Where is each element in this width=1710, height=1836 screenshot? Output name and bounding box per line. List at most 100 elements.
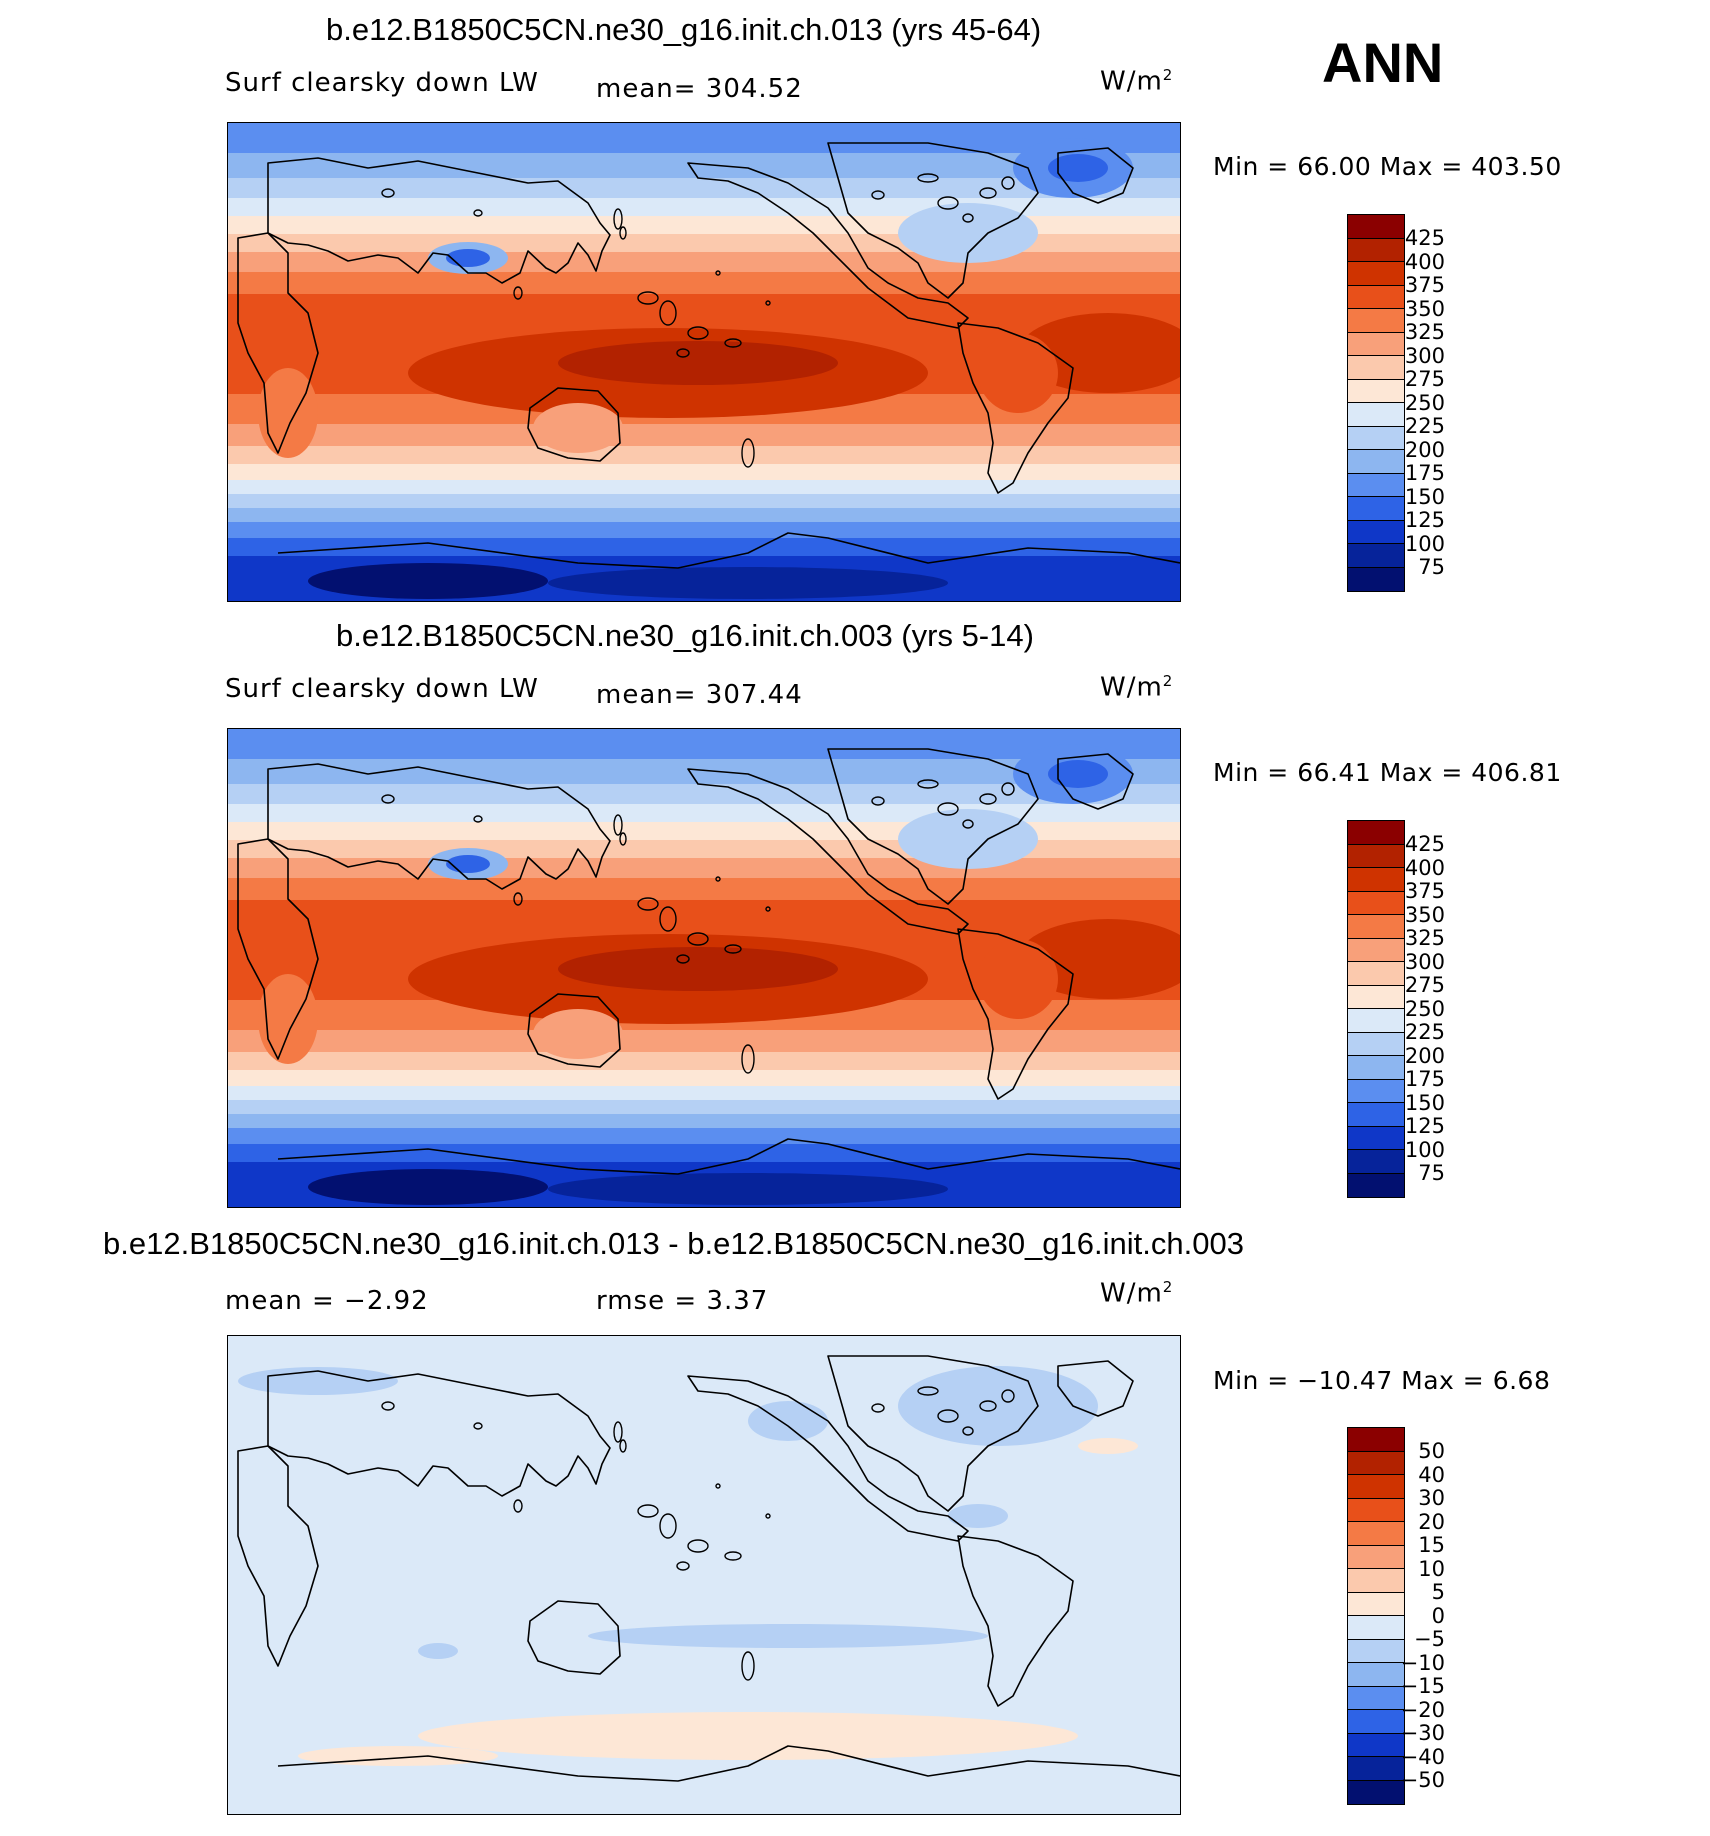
colorbar-tick-label: 10 xyxy=(1418,1556,1445,1581)
island-coastline xyxy=(613,1421,623,1443)
colorbar-tick-label: 50 xyxy=(1418,1439,1445,1463)
island-coastline xyxy=(741,1044,755,1074)
contour-band xyxy=(228,494,1180,508)
colorbar-swatch xyxy=(1348,1780,1404,1804)
negative-anomaly xyxy=(238,1367,398,1395)
coastline xyxy=(957,1535,1074,1707)
coastline xyxy=(957,322,1074,494)
colorbar-swatch xyxy=(1348,1009,1404,1033)
negative-anomaly xyxy=(588,1624,988,1648)
map-field xyxy=(228,1336,1180,1814)
tibet-cold-core xyxy=(446,855,490,873)
contour-band xyxy=(228,878,1180,900)
island-coastline xyxy=(962,213,974,223)
coastline xyxy=(957,928,1074,1100)
colorbar-swatch xyxy=(1348,1475,1404,1499)
island-coastline xyxy=(765,906,771,912)
coastline xyxy=(527,993,621,1068)
island-coastline xyxy=(659,1513,677,1539)
island-coastline xyxy=(687,932,709,946)
antarctic-cold xyxy=(548,1173,948,1205)
island-coastline xyxy=(687,1539,709,1553)
contour-band xyxy=(228,178,1180,198)
colorbar-swatch xyxy=(1348,1428,1404,1452)
colorbar-tick-label: 5 xyxy=(1431,1580,1445,1604)
colorbar-swatch xyxy=(1348,520,1404,544)
island-coastline xyxy=(513,1499,523,1513)
island-coastline xyxy=(619,226,627,240)
colorbar-tick-label: 0 xyxy=(1431,1603,1445,1628)
island-coastline xyxy=(381,188,395,198)
island-coastline xyxy=(871,1403,885,1413)
colorbar-swatch xyxy=(1348,938,1404,962)
map-panel xyxy=(227,728,1181,1208)
colorbar-swatch xyxy=(1348,215,1404,239)
island-coastline xyxy=(715,270,721,276)
colorbar-swatch xyxy=(1348,962,1404,986)
variable-label: Surf clearsky down LW xyxy=(225,674,539,704)
colorbar-swatch xyxy=(1348,821,1404,845)
contour-band xyxy=(228,1030,1180,1052)
island-coastline xyxy=(979,187,997,199)
colorbar-swatch xyxy=(1348,309,1404,333)
island-coastline xyxy=(741,1651,755,1681)
rmse-label: rmse = 3.37 xyxy=(596,1286,769,1316)
contour-band xyxy=(228,1144,1180,1162)
coastline xyxy=(527,387,621,462)
map-field xyxy=(228,123,1180,601)
negative-anomaly xyxy=(748,1401,828,1441)
contour-band xyxy=(228,252,1180,272)
coastline xyxy=(237,838,319,1060)
colorbar-tick-label: 375 xyxy=(1404,879,1445,903)
colorbar-tick-label: 100 xyxy=(1404,1137,1445,1162)
colorbar-tick-label: 175 xyxy=(1404,461,1445,485)
island-coastline xyxy=(676,348,690,358)
colorbar-swatch xyxy=(1348,1569,1404,1593)
colorbar-swatch xyxy=(1348,1686,1404,1710)
island-coastline xyxy=(613,814,623,836)
colorbar-swatch xyxy=(1348,567,1404,591)
panel-title: b.e12.B1850C5CN.ne30_g16.init.ch.013 - b… xyxy=(103,1226,1244,1261)
island-coastline xyxy=(1001,1389,1015,1403)
positive-anomaly xyxy=(1078,1438,1138,1454)
island-coastline xyxy=(637,1504,659,1518)
warm-pool-core xyxy=(558,341,838,385)
colorbar-tick-label: 175 xyxy=(1404,1067,1445,1091)
antarctic-cold xyxy=(548,567,948,599)
australia-land xyxy=(533,1009,623,1059)
colorbar-swatch xyxy=(1348,1056,1404,1080)
contour-band xyxy=(228,508,1180,522)
colorbar-swatch xyxy=(1348,1710,1404,1734)
contour-band xyxy=(228,1114,1180,1128)
coastline xyxy=(277,1745,1180,1782)
colorbar-swatch xyxy=(1348,403,1404,427)
colorbar-tick-label: −40 xyxy=(1400,1744,1445,1769)
colorbar-tick-label: 350 xyxy=(1404,296,1445,321)
coastline xyxy=(277,1138,1180,1175)
contour-band xyxy=(228,784,1180,804)
colorbar-swatch xyxy=(1348,379,1404,403)
colorbar-tick-label: 75 xyxy=(1418,555,1445,579)
colorbar-swatch xyxy=(1348,450,1404,474)
africa-land xyxy=(258,368,318,458)
colorbar-tick-label: 400 xyxy=(1404,855,1445,880)
coastline xyxy=(1057,1360,1134,1417)
colorbar-swatch xyxy=(1348,1592,1404,1616)
map-panel xyxy=(227,1335,1181,1815)
island-coastline xyxy=(687,326,709,340)
greenland-cold-core xyxy=(1048,760,1108,788)
colorbar-swatch xyxy=(1348,1451,1404,1475)
colorbar-tick-label: 200 xyxy=(1404,437,1445,462)
island-coastline xyxy=(765,1513,771,1519)
map-panel xyxy=(227,122,1181,602)
colorbar-swatch xyxy=(1348,1150,1404,1174)
island-coastline xyxy=(473,815,483,823)
panel-title: b.e12.B1850C5CN.ne30_g16.init.ch.013 (yr… xyxy=(326,12,1042,47)
coastline xyxy=(527,1600,621,1675)
colorbar-swatch xyxy=(1348,1522,1404,1546)
antarctic-cold-core xyxy=(308,563,548,599)
colorbar-swatch xyxy=(1348,985,1404,1009)
colorbar-swatch xyxy=(1348,544,1404,568)
colorbar-swatch xyxy=(1348,356,1404,380)
contour-band xyxy=(228,522,1180,538)
